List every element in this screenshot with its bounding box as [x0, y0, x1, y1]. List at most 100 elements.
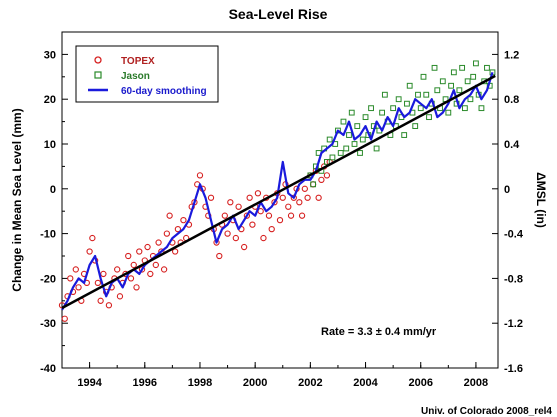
x-tick-label: 1994 [77, 377, 102, 389]
jason-point [406, 82, 413, 89]
topex-point [100, 270, 107, 278]
jason-point [337, 150, 344, 156]
topex-point [147, 270, 154, 278]
y-tick-label: -20 [40, 273, 56, 285]
jason-point [346, 132, 352, 138]
legend-smoothing-label: 60-day smoothing [121, 86, 207, 97]
topex-point [298, 212, 306, 219]
y-right-tick-label: 0 [504, 184, 510, 196]
y-right-tick-label: -0.8 [504, 273, 523, 285]
topex-point [136, 248, 143, 255]
jason-point [401, 132, 408, 138]
y-right-tick-label: 1.2 [504, 49, 519, 61]
jason-point [324, 159, 330, 165]
topex-point [232, 234, 239, 242]
jason-point [310, 181, 317, 188]
legend-topex-marker [94, 56, 102, 64]
x-tick-label: 2000 [243, 377, 267, 389]
jason-point [420, 73, 427, 80]
y-right-tick-label: 0.4 [504, 139, 520, 151]
y-axis-label: Change in Mean Sea Level (mm) [10, 108, 24, 291]
jason-point [368, 105, 374, 112]
jason-point [359, 136, 366, 143]
jason-point [329, 154, 336, 161]
topex-point [89, 234, 96, 242]
topex-point [75, 284, 82, 291]
topex-point [196, 172, 204, 179]
jason-point [348, 109, 355, 116]
jason-point [464, 78, 471, 85]
jason-point [459, 64, 466, 71]
rate-annotation: Rate = 3.3 ± 0.4 mm/yr [321, 326, 437, 338]
topex-point [94, 279, 102, 287]
y-right-tick-label: -1.6 [504, 363, 523, 375]
topex-point [130, 261, 137, 269]
topex-point [216, 252, 223, 260]
topex-point [221, 212, 228, 219]
credit-text: Univ. of Colorado 2008_rel4 [421, 406, 552, 417]
topex-point [116, 293, 124, 300]
jason-point [412, 123, 419, 129]
jason-point [340, 118, 347, 125]
topex-point [152, 261, 159, 269]
jason-point [395, 96, 402, 103]
topex-point [155, 239, 162, 246]
y-tick-label: -10 [40, 229, 56, 241]
topex-point [323, 172, 331, 179]
legend-topex-label: TOPEX [121, 56, 155, 67]
topex-point [271, 199, 278, 206]
topex-point [86, 248, 93, 255]
legend-jason-marker [94, 71, 102, 79]
y-axis-left: -40 -30 -20 -10 0 10 20 30 [40, 31, 68, 375]
topex-point [240, 243, 248, 251]
jason-point [373, 145, 380, 152]
jason-point [415, 91, 421, 98]
jason-point [343, 145, 350, 152]
legend: TOPEX Jason 60-day smoothing [75, 45, 219, 103]
topex-point [127, 275, 135, 282]
topex-point [235, 203, 242, 210]
y-tick-label: -40 [40, 363, 56, 375]
y-tick-label: 20 [44, 94, 56, 106]
x-tick-label: 2006 [408, 377, 432, 389]
jason-point [473, 60, 479, 67]
topex-point [207, 194, 215, 201]
trend-series [61, 74, 496, 310]
jason-point [461, 105, 468, 112]
topex-point [304, 194, 311, 201]
jason-point [448, 82, 454, 89]
jason-point [390, 105, 397, 112]
jason-point [434, 87, 441, 94]
topex-point [243, 212, 251, 219]
y-tick-label: -30 [40, 318, 56, 330]
jason-point [381, 91, 388, 98]
y-right-tick-label: 0.8 [504, 94, 519, 106]
topex-point [224, 230, 231, 237]
topex-point [160, 266, 168, 273]
jason-point [326, 136, 333, 143]
legend-jason-label: Jason [121, 71, 150, 82]
x-tick-label: 1998 [188, 377, 212, 389]
topex-point [72, 266, 79, 273]
x-tick-label: 1996 [133, 377, 157, 389]
topex-point [246, 194, 253, 201]
topex-point [315, 194, 322, 201]
jason-point [450, 69, 457, 76]
chart-title: Sea-Level Rise [229, 6, 328, 22]
jason-point [456, 87, 463, 94]
topex-point [144, 243, 151, 251]
topex-point [318, 176, 325, 183]
jason-point [379, 109, 386, 116]
jason-point [354, 123, 361, 129]
topex-point [180, 217, 187, 224]
jason-point [467, 96, 474, 103]
topex-point [163, 230, 171, 237]
trend-line [61, 74, 496, 310]
topex-point [125, 252, 132, 260]
jason-point [439, 78, 446, 85]
legend-box [75, 45, 219, 103]
y-axis-right: -1.6 -1.2 -0.8 -0.4 0 0.4 0.8 1.2 [492, 49, 524, 375]
y-tick-label: 10 [44, 139, 56, 151]
topex-point [67, 275, 74, 282]
jason-point [478, 105, 485, 112]
